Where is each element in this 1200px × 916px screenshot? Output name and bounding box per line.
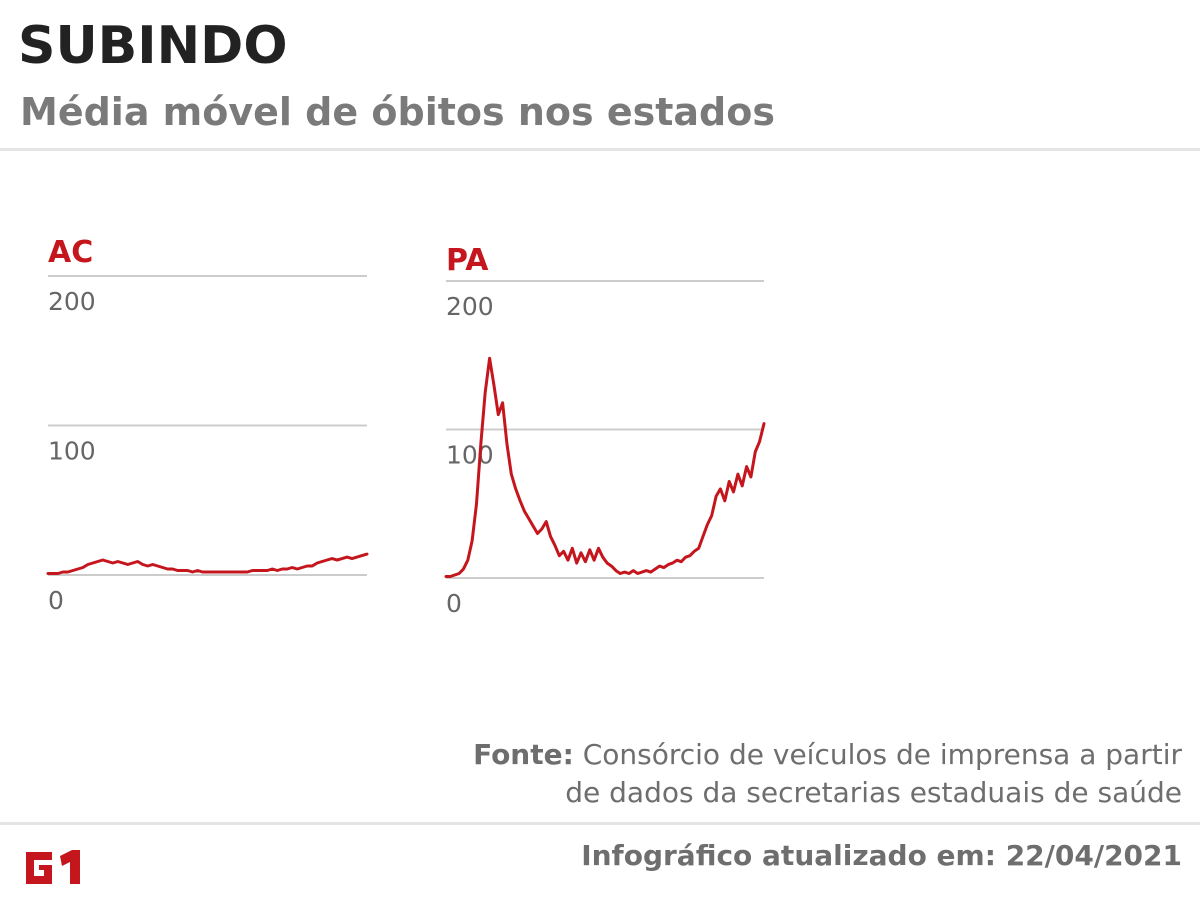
y-tick-label: 0 [48, 586, 64, 615]
chart-panel-ac: AC 0 100 200 [46, 235, 369, 615]
source-label: Fonte: [473, 738, 574, 771]
y-tick-label: 0 [446, 589, 462, 618]
updated-date: 22/04/2021 [1005, 839, 1182, 872]
footer-divider [0, 822, 1200, 825]
page-subtitle: Média móvel de óbitos nos estados [20, 90, 775, 134]
y-tick-label: 100 [446, 441, 494, 470]
chart-title: PA [446, 243, 489, 278]
chart-panel-pa: PA 0 100 200 [444, 243, 766, 618]
source-note: Fonte: Consórcio de veículos de imprensa… [462, 736, 1182, 812]
chart-title: AC [48, 235, 93, 270]
y-tick-label: 200 [48, 287, 96, 316]
y-tick-label: 200 [446, 292, 494, 321]
small-multiples-chart: AC 0 100 200 PA 0 100 200 [46, 235, 766, 618]
header-divider [0, 148, 1200, 151]
source-text: Consórcio de veículos de imprensa a part… [565, 738, 1182, 809]
g1-logo [26, 850, 80, 884]
updated-note: Infográfico atualizado em: 22/04/2021 [581, 836, 1182, 876]
series-line-ac [46, 552, 369, 575]
updated-label: Infográfico atualizado em: [581, 839, 996, 872]
y-tick-label: 100 [48, 437, 96, 466]
series-line-pa [444, 356, 766, 578]
page-title: SUBINDO [18, 16, 288, 76]
